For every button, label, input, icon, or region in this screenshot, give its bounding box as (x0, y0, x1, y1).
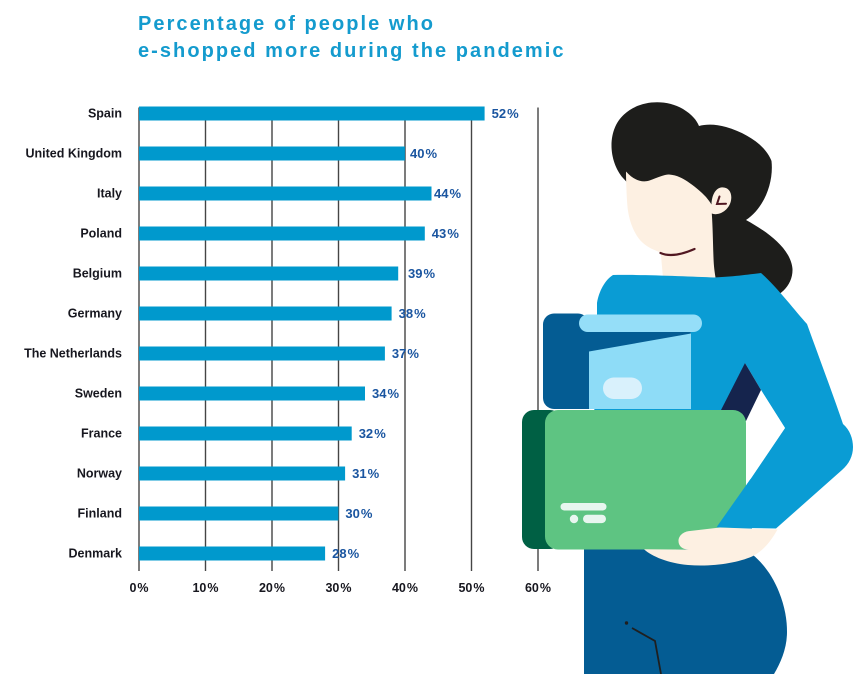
svg-text:60 %: 60 % (525, 581, 551, 595)
svg-text:Norway: Norway (77, 467, 122, 481)
svg-text:37 %: 37 % (392, 346, 420, 361)
svg-text:Italy: Italy (97, 187, 122, 201)
svg-text:43 %: 43 % (432, 226, 460, 241)
svg-text:40 %: 40 % (410, 146, 438, 161)
svg-text:France: France (81, 427, 122, 441)
svg-text:52 %: 52 % (492, 106, 520, 121)
svg-text:31 %: 31 % (352, 466, 380, 481)
svg-text:United Kingdom: United Kingdom (25, 147, 122, 161)
svg-text:0 %: 0 % (129, 581, 148, 595)
svg-text:e-shopped more during the pand: e-shopped more during the pandemic (138, 40, 566, 62)
svg-text:10 %: 10 % (192, 581, 218, 595)
svg-text:39 %: 39 % (408, 266, 436, 281)
svg-text:Percentage of people who: Percentage of people who (138, 13, 435, 35)
svg-text:50 %: 50 % (458, 581, 484, 595)
svg-text:Denmark: Denmark (69, 547, 123, 561)
svg-text:28 %: 28 % (332, 546, 360, 561)
svg-text:32 %: 32 % (359, 426, 387, 441)
svg-text:44 %: 44 % (434, 186, 462, 201)
svg-text:Sweden: Sweden (75, 387, 122, 401)
svg-text:34 %: 34 % (372, 386, 400, 401)
svg-text:Finland: Finland (78, 507, 122, 521)
svg-text:30 %: 30 % (345, 506, 373, 521)
svg-text:Belgium: Belgium (73, 267, 122, 281)
svg-text:38 %: 38 % (399, 306, 427, 321)
svg-text:Poland: Poland (80, 227, 122, 241)
svg-text:40 %: 40 % (392, 581, 418, 595)
svg-text:20 %: 20 % (259, 581, 285, 595)
svg-text:The Netherlands: The Netherlands (24, 347, 122, 361)
svg-text:Spain: Spain (88, 107, 122, 121)
svg-text:30 %: 30 % (325, 581, 351, 595)
svg-text:Germany: Germany (68, 307, 122, 321)
